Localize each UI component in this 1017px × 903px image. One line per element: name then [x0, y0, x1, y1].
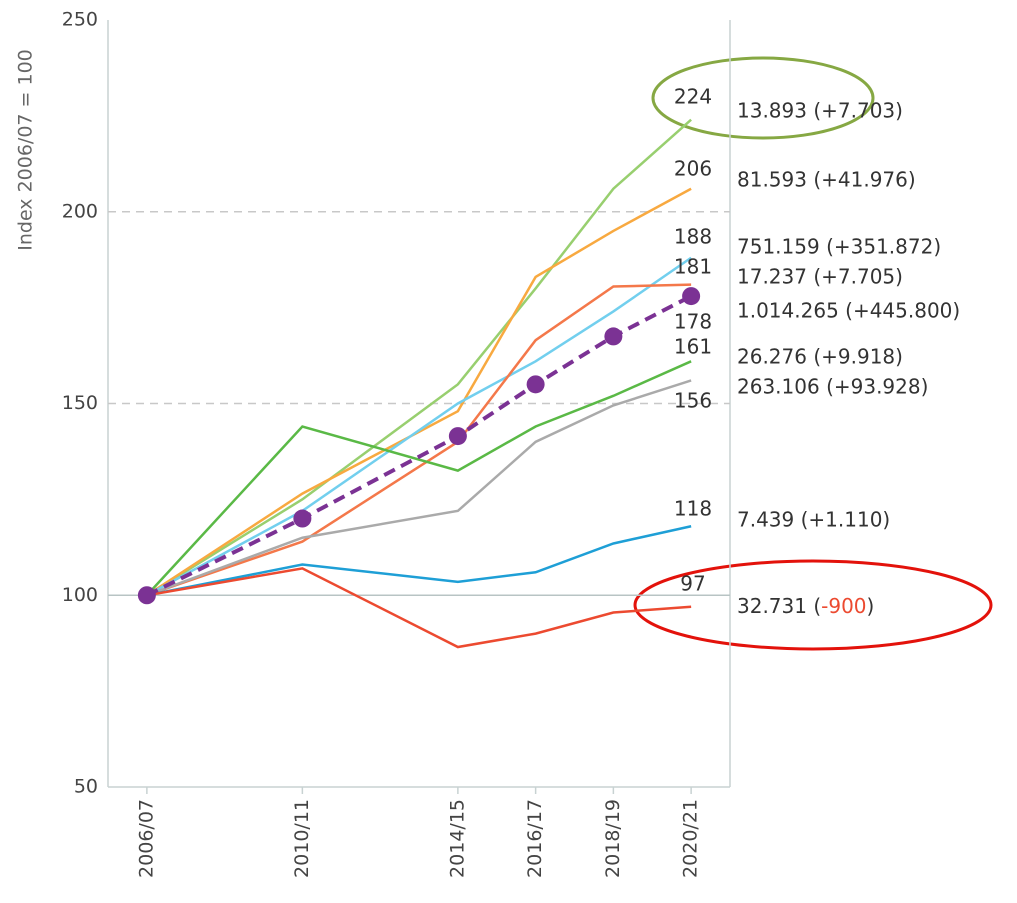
end-value-label: 188 — [674, 225, 712, 249]
point — [604, 327, 623, 346]
y-tick-label: 100 — [62, 584, 98, 606]
series-line — [146, 567, 692, 649]
point — [526, 375, 545, 394]
series-line — [146, 187, 692, 597]
series-line — [145, 360, 692, 597]
end-value-label: 178 — [674, 310, 712, 334]
point — [293, 509, 312, 528]
end-value-label: 161 — [674, 335, 712, 359]
x-tick-label: 2016/17 — [524, 799, 546, 878]
highlight-ellipse — [651, 56, 875, 140]
series-line — [145, 294, 693, 598]
end-value-label: 181 — [674, 255, 712, 279]
series-label: 1.014.265 (+445.800) — [737, 299, 960, 323]
end-value-label: 206 — [674, 157, 712, 181]
series-line — [146, 283, 692, 597]
series-line — [146, 524, 692, 597]
y-tick-label: 250 — [62, 9, 98, 31]
end-value-label: 224 — [674, 85, 712, 109]
series-label: 7.439 (+1.110) — [737, 508, 890, 532]
series-label: 26.276 (+9.918) — [737, 345, 903, 369]
highlight-ellipse — [633, 559, 993, 651]
end-value-label: 97 — [680, 572, 705, 596]
point — [448, 427, 467, 446]
y-tick-label: 50 — [74, 776, 98, 798]
series-line — [146, 256, 692, 597]
point — [137, 586, 156, 605]
x-tick-label: 2010/11 — [291, 799, 313, 878]
y-tick-label: 150 — [62, 392, 98, 414]
series-label: 263.106 (+93.928) — [737, 375, 928, 399]
y-axis-label: Index 2006/07 = 100 — [15, 49, 37, 251]
series-label: 13.893 (+7.703) — [737, 99, 903, 123]
end-value-label: 156 — [674, 389, 712, 413]
x-tick-label: 2014/15 — [446, 799, 468, 878]
series-line — [146, 379, 692, 597]
x-tick-label: 2006/07 — [135, 799, 157, 878]
series-label: 81.593 (+41.976) — [737, 168, 916, 192]
series-line — [146, 118, 692, 597]
end-value-label: 118 — [674, 497, 712, 521]
x-tick-label: 2020/21 — [680, 799, 702, 878]
x-tick-label: 2018/19 — [602, 799, 624, 878]
series-label: 32.731 (-900) — [737, 594, 874, 618]
series-label: 17.237 (+7.705) — [737, 265, 903, 289]
y-tick-label: 200 — [62, 200, 98, 222]
series-label: 751.159 (+351.872) — [737, 235, 941, 259]
point — [682, 287, 701, 306]
